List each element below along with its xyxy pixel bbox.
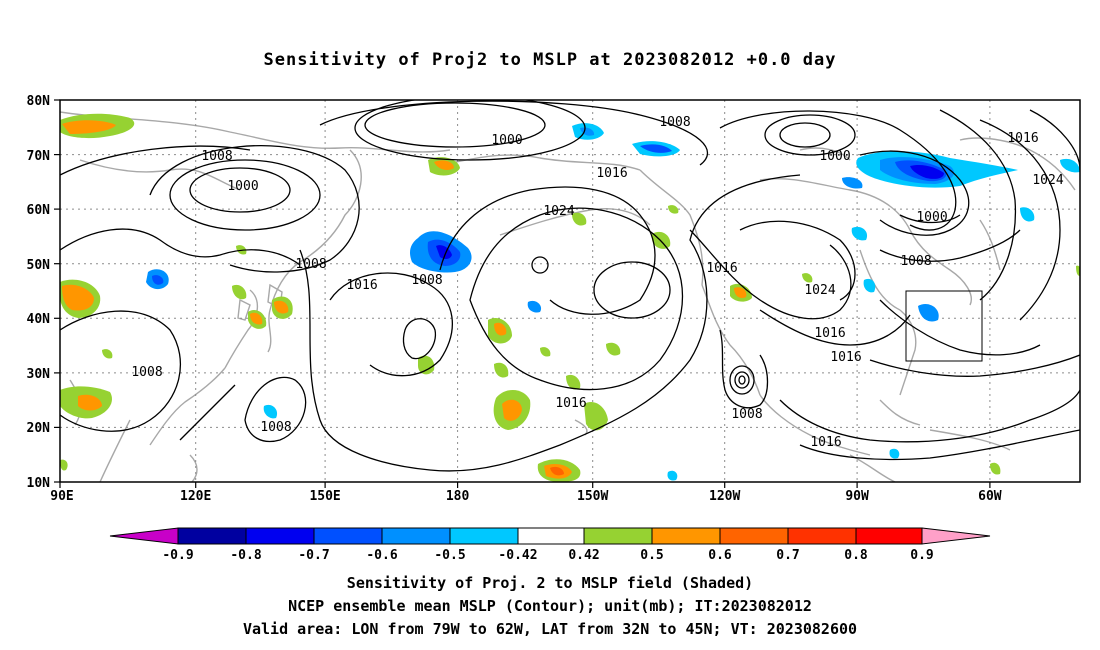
- colorbar-label: 0.8: [844, 548, 868, 563]
- lon-label: 60W: [978, 489, 1002, 504]
- valid-area-box: [905, 290, 983, 362]
- contour-label: 1000: [916, 210, 947, 225]
- colorbar-cell: [177, 527, 247, 545]
- colorbar-cell: [313, 527, 383, 545]
- contour-label: 1016: [814, 326, 845, 341]
- colorbar-max-triangle: [921, 527, 991, 545]
- contour-label: 1016: [1007, 131, 1038, 146]
- contour-label: 1016: [810, 435, 841, 450]
- axis-ticks: [54, 99, 991, 488]
- colorbar-cell: [517, 527, 585, 545]
- colorbar-cell: [449, 527, 519, 545]
- colorbar-min-triangle: [109, 527, 179, 545]
- latitude-labels: 80N 70N 60N 50N 40N 30N 20N 10N: [27, 94, 51, 491]
- lat-label: 50N: [27, 258, 51, 273]
- contour-label: 1016: [706, 261, 737, 276]
- lon-label: 120W: [709, 489, 740, 504]
- contour-label: 1024: [804, 283, 835, 298]
- contour-label: 1008: [411, 273, 442, 288]
- coastlines: [60, 111, 1076, 482]
- lon-label: 90W: [845, 489, 869, 504]
- colorbar-cell: [381, 527, 451, 545]
- lat-label: 80N: [27, 94, 51, 109]
- colorbar-label: -0.6: [366, 548, 397, 563]
- colorbar-labels: -0.9 -0.8 -0.7 -0.6 -0.5 -0.42 0.42 0.5 …: [162, 548, 933, 563]
- colorbar-cell: [583, 527, 653, 545]
- contour-label: 1000: [819, 149, 850, 164]
- lon-label: 90E: [50, 489, 73, 504]
- colorbar-label: 0.9: [910, 548, 933, 563]
- colorbar-cell: [651, 527, 721, 545]
- contour-label: 1008: [731, 407, 762, 422]
- map-title: Sensitivity of Proj2 to MSLP at 20230820…: [263, 50, 837, 70]
- lat-label: 40N: [27, 312, 51, 327]
- contour-label: 1008: [260, 420, 291, 435]
- lon-label: 150W: [577, 489, 608, 504]
- colorbar-label: 0.42: [568, 548, 599, 563]
- lat-label: 30N: [27, 367, 51, 382]
- colorbar-label: 0.5: [640, 548, 663, 563]
- contour-label: 1016: [596, 166, 627, 181]
- mslp-contours: [60, 100, 1080, 472]
- lon-label: 120E: [180, 489, 211, 504]
- colorbar-label: -0.8: [230, 548, 261, 563]
- contour-labels: 1000 1008 1008 1000 1016 1024 1008 1008 …: [131, 115, 1063, 450]
- gridlines: [60, 100, 1080, 482]
- colorbar-cell: [719, 527, 789, 545]
- lat-label: 70N: [27, 149, 51, 164]
- contour-label: 1000: [227, 179, 258, 194]
- lat-label: 60N: [27, 203, 51, 218]
- contour-label: 1008: [295, 257, 326, 272]
- footer-contour-caption: NCEP ensemble mean MSLP (Contour); unit(…: [288, 597, 812, 615]
- colorbar-label: 0.7: [776, 548, 799, 563]
- lon-label: 180: [446, 489, 470, 504]
- contour-label: 1008: [201, 149, 232, 164]
- colorbar-cell: [245, 527, 315, 545]
- colorbar-label: 0.6: [708, 548, 732, 563]
- contour-label: 1024: [543, 204, 574, 219]
- contour-label: 1016: [555, 396, 586, 411]
- contour-label: 1016: [830, 350, 861, 365]
- footer-shading-caption: Sensitivity of Proj. 2 to MSLP field (Sh…: [346, 574, 754, 592]
- longitude-labels: 90E 120E 150E 180 150W 120W 90W 60W: [50, 489, 1002, 504]
- contour-label: 1024: [1032, 173, 1063, 188]
- lat-label: 10N: [27, 476, 51, 491]
- contour-label: 1008: [659, 115, 690, 130]
- map-frame: [59, 99, 1081, 483]
- contour-label: 1016: [346, 278, 377, 293]
- colorbar: [109, 527, 991, 545]
- footer-valid-area-caption: Valid area: LON from 79W to 62W, LAT fro…: [242, 620, 858, 638]
- sensitivity-shading: [60, 113, 1080, 482]
- colorbar-label: -0.7: [298, 548, 329, 563]
- colorbar-cell: [855, 527, 923, 545]
- lat-label: 20N: [27, 421, 51, 436]
- colorbar-cell: [787, 527, 857, 545]
- lon-label: 150E: [309, 489, 340, 504]
- contour-label: 1008: [131, 365, 162, 380]
- contour-label: 1008: [900, 254, 931, 269]
- colorbar-label: -0.42: [498, 548, 537, 563]
- colorbar-label: -0.9: [162, 548, 193, 563]
- colorbar-label: -0.5: [434, 548, 465, 563]
- contour-label: 1000: [491, 133, 522, 148]
